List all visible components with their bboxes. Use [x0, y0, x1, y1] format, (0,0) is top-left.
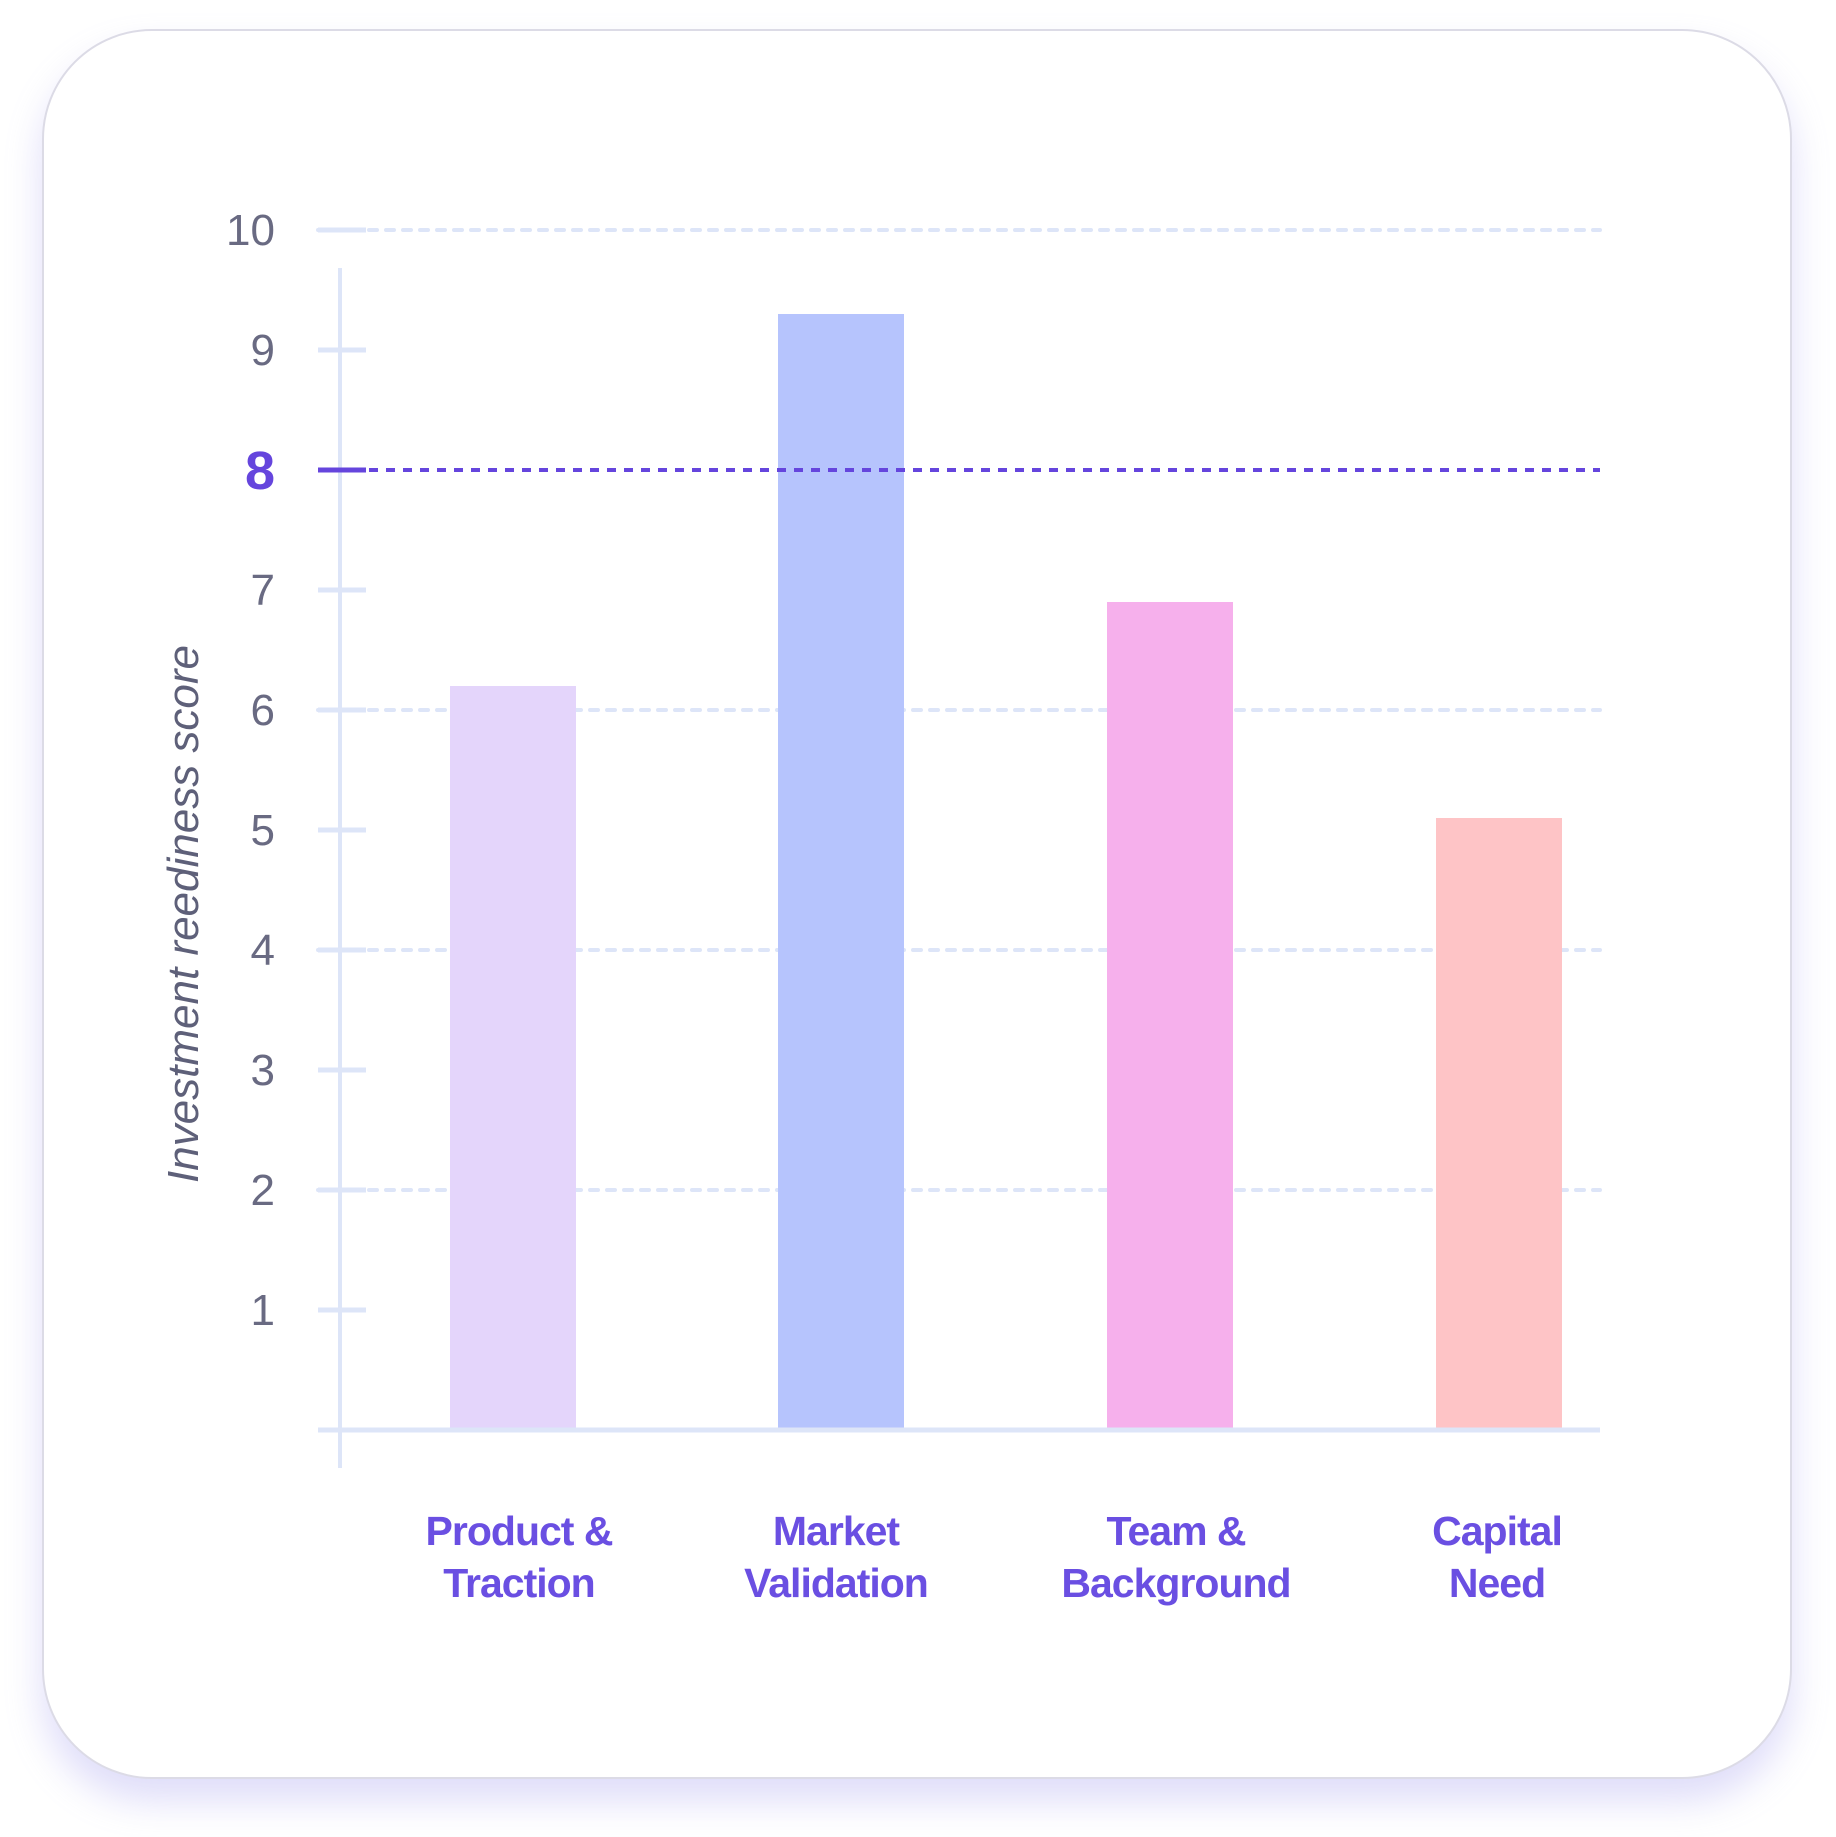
y-tick-label-7: 7: [251, 566, 275, 615]
category-label-2-line-1: Market: [773, 1508, 901, 1554]
y-axis-title: Investment reediness score: [159, 645, 208, 1183]
axes: [318, 227, 1600, 1468]
category-label-4: Capital Need: [1432, 1508, 1562, 1606]
category-label-3: Team & Background: [1061, 1508, 1290, 1606]
bar-1: [450, 686, 576, 1430]
labels: 1 2 3 4 5 6 7 8 9 10 Investment reediness score Pro…: [159, 206, 1563, 1606]
category-label-2-line-2: Validation: [744, 1560, 928, 1606]
y-tick-label-4: 4: [251, 926, 275, 975]
y-tick-label-6: 6: [251, 686, 275, 735]
y-tick-label-2: 2: [251, 1166, 275, 1215]
y-tick-label-10: 10: [226, 206, 275, 255]
category-label-4-line-2: Need: [1449, 1560, 1545, 1606]
bar-2: [778, 314, 904, 1430]
y-tick-label-3: 3: [251, 1046, 275, 1095]
bars: [450, 314, 1562, 1430]
category-label-1-line-2: Traction: [443, 1560, 594, 1606]
category-label-1-line-1: Product &: [426, 1508, 613, 1554]
y-tick-label-8: 8: [245, 441, 275, 501]
category-label-3-line-2: Background: [1061, 1560, 1290, 1606]
bar-4: [1436, 818, 1562, 1430]
y-tick-label-9: 9: [251, 326, 275, 375]
category-label-3-line-1: Team &: [1106, 1508, 1245, 1554]
bar-3: [1107, 602, 1233, 1430]
category-label-4-line-1: Capital: [1432, 1508, 1562, 1554]
y-tick-label-5: 5: [251, 806, 275, 855]
category-label-1: Product & Traction: [426, 1508, 613, 1606]
category-label-2: Market Validation: [744, 1508, 928, 1606]
y-tick-label-1: 1: [251, 1286, 275, 1335]
